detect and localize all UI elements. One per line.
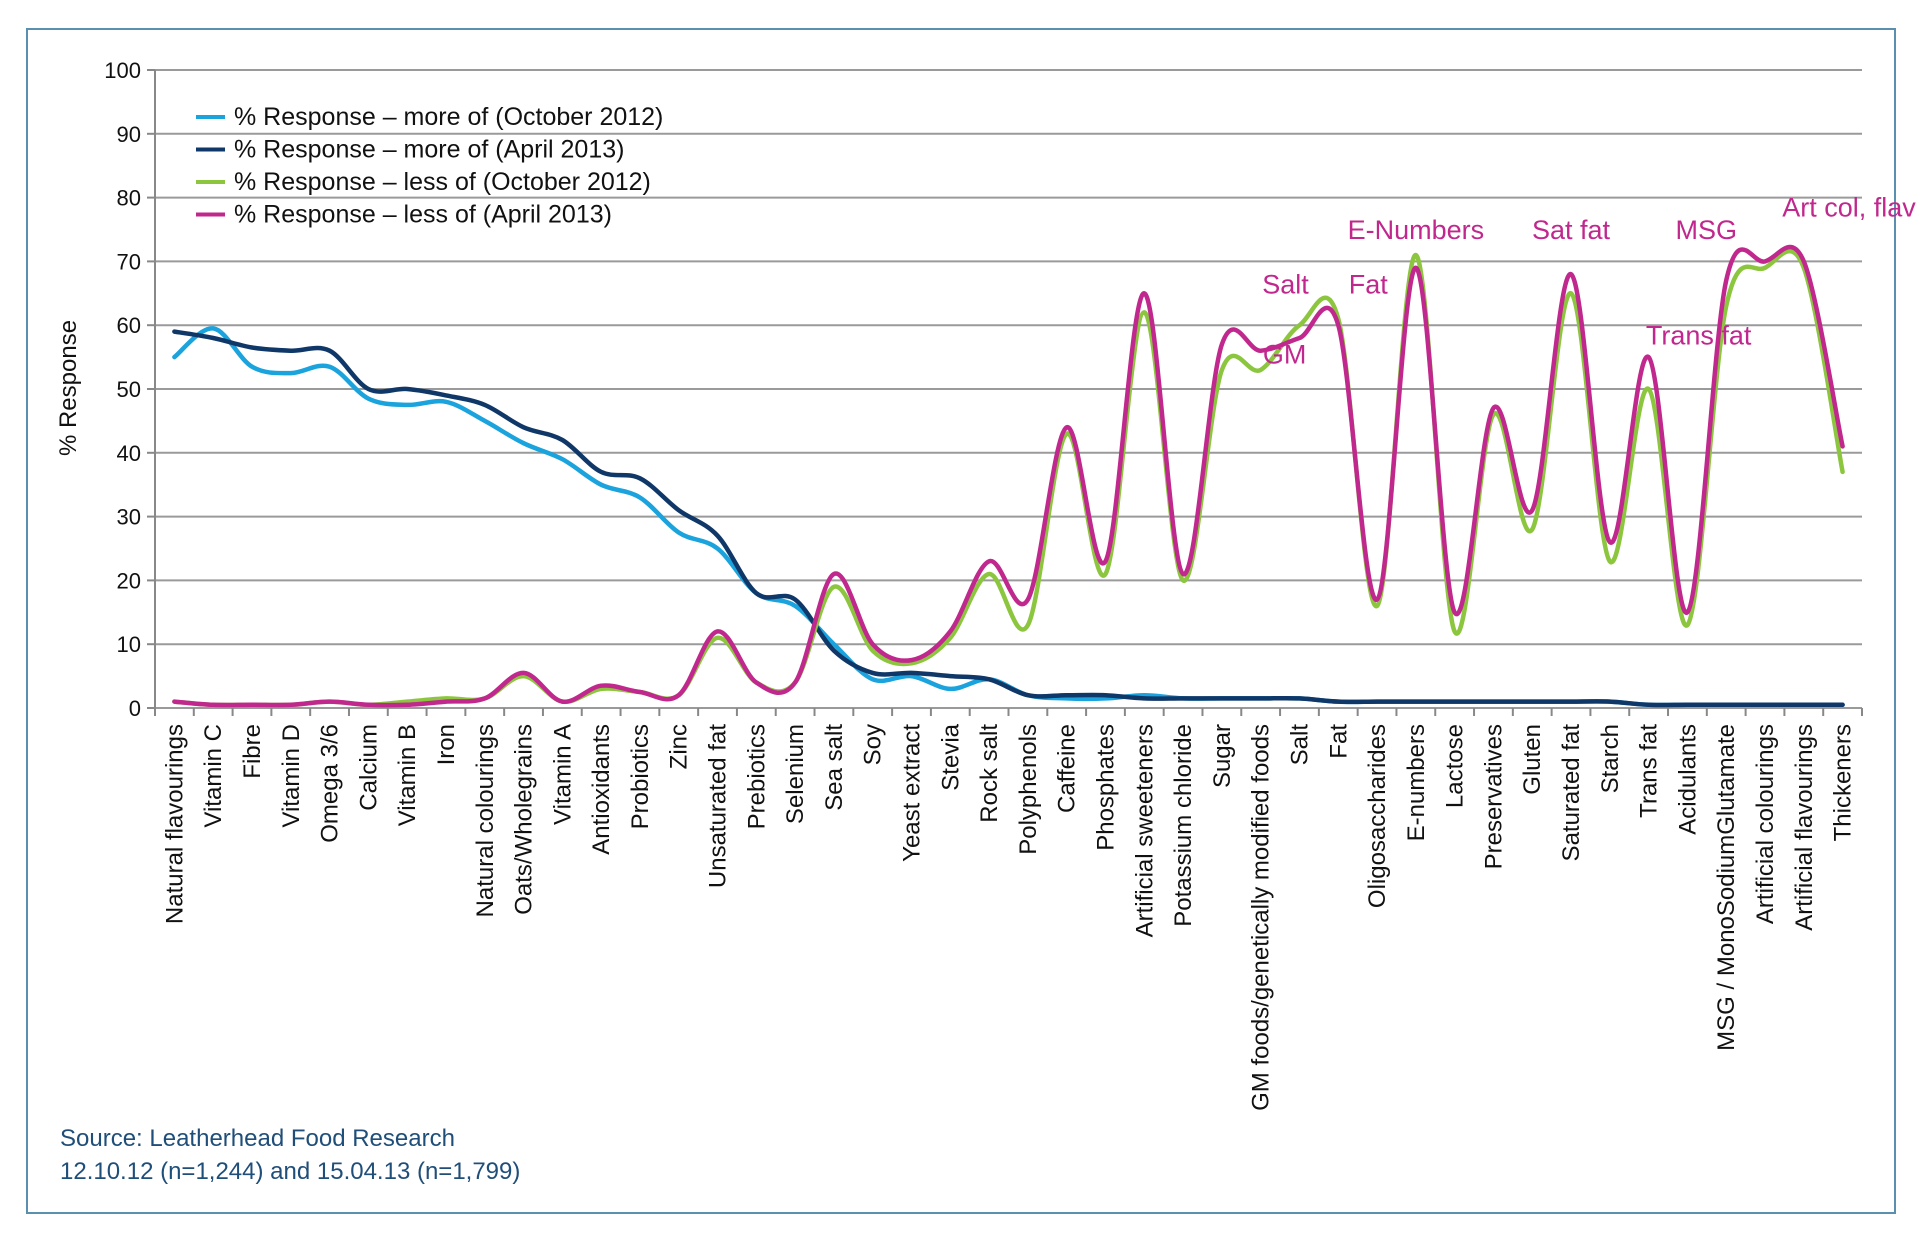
x-tick-label: Soy [860, 724, 887, 765]
x-tick-label: Artificial colourings [1752, 724, 1779, 924]
y-tick-label: 30 [117, 505, 141, 530]
x-tick-label: Oligosaccharides [1364, 724, 1391, 908]
chart-frame [26, 28, 1896, 1214]
x-tick-label: Sea salt [821, 724, 848, 811]
x-tick-label: Polyphenols [1015, 724, 1042, 855]
series-lines [172, 244, 1845, 708]
x-tick-label: Antioxidants [588, 724, 615, 855]
x-tick-label: Trans fat [1636, 724, 1663, 818]
x-tick-label: Iron [433, 724, 460, 765]
y-tick-label: 40 [117, 441, 141, 466]
x-tick-label: Fibre [239, 724, 266, 779]
annotation-label: MSG [1675, 215, 1737, 245]
x-tick-label: GM foods/genetically modified foods [1248, 724, 1275, 1111]
source-line-1: Source: Leatherhead Food Research [60, 1125, 455, 1152]
y-axis-ticks: 0 10 20 30 40 50 60 70 80 90 100 [104, 58, 156, 721]
x-tick-label: Stevia [937, 723, 964, 790]
x-tick-label: Vitamin B [394, 724, 421, 826]
x-tick-label: Oats/Wholegrains [511, 724, 538, 915]
x-tick-label: Salt [1286, 724, 1313, 766]
x-tick-label: Gluten [1519, 724, 1546, 795]
x-tick-label: Acidulants [1674, 724, 1701, 835]
source-note: Source: Leatherhead Food Research 12.10.… [60, 1122, 520, 1188]
gridlines [155, 69, 1862, 709]
y-tick-label: 90 [117, 122, 141, 147]
x-tick-label: Prebiotics [743, 724, 770, 829]
x-tick-label: Unsaturated fat [705, 724, 732, 888]
x-tick-label: Saturated fat [1558, 724, 1585, 862]
x-tick-label: Artificial flavourings [1791, 724, 1818, 931]
legend-label: % Response – more of (April 2013) [234, 136, 624, 164]
series-line-1 [172, 329, 1845, 708]
source-line-2: 12.10.12 (n=1,244) and 15.04.13 (n=1,799… [60, 1158, 521, 1185]
x-tick-label: Calcium [355, 724, 382, 811]
x-tick-label: Caffeine [1054, 724, 1081, 813]
y-tick-label: 80 [117, 186, 141, 211]
annotation-label: Trans fat [1646, 320, 1752, 350]
x-tick-label: Selenium [782, 724, 809, 824]
x-tick-label: Phosphates [1092, 724, 1119, 851]
x-tick-label: Fat [1325, 724, 1352, 759]
annotations: Salt Fat E-Numbers GM Sat fat MSG Art col, fla… [1262, 193, 1916, 370]
legend-label: % Response – more of (October 2012) [234, 103, 663, 131]
series-line-3 [172, 244, 1845, 708]
y-tick-label: 50 [117, 377, 141, 402]
x-tick-label: Vitamin D [278, 724, 305, 828]
y-tick-label: 10 [117, 632, 141, 657]
x-tick-label: Natural colourings [472, 724, 499, 917]
x-axis: Natural flavourings Vitamin C Fibre Vitamin… [154, 708, 1863, 1111]
series-line-2 [172, 249, 1845, 708]
y-tick-label: 0 [129, 696, 141, 721]
x-tick-label: Vitamin A [549, 724, 576, 825]
y-tick-label: 70 [117, 249, 141, 274]
x-tick-label: Sugar [1209, 724, 1236, 788]
x-tick-label: Yeast extract [899, 724, 926, 862]
y-tick-label: 60 [117, 313, 141, 338]
x-tick-label: Zinc [666, 724, 693, 769]
x-tick-label: Preservatives [1480, 724, 1507, 869]
legend-label: % Response – less of (October 2012) [234, 168, 651, 196]
annotation-label: GM [1263, 339, 1307, 369]
x-tick-label: Lactose [1442, 724, 1469, 808]
x-tick-label: E-numbers [1403, 724, 1430, 841]
x-tick-label: Natural flavourings [161, 724, 188, 924]
legend-label: % Response – less of (April 2013) [234, 201, 612, 229]
annotation-label: Salt [1262, 269, 1309, 299]
x-tick-label: MSG / MonoSodiumGlutamate [1713, 724, 1740, 1051]
x-tick-label: Potassium chloride [1170, 724, 1197, 927]
x-tick-label: Omega 3/6 [317, 724, 344, 843]
x-tick-label: Thickeners [1830, 724, 1857, 841]
annotation-label: Sat fat [1532, 215, 1611, 245]
x-tick-label: Rock salt [976, 724, 1003, 823]
legend: % Response – more of (October 2012) % Res… [196, 103, 663, 229]
y-tick-label: 100 [104, 58, 141, 83]
annotation-label: Art col, flav [1782, 193, 1916, 223]
y-axis-label: % Response [55, 320, 82, 456]
x-tick-label: Vitamin C [200, 724, 227, 828]
annotation-label: E-Numbers [1348, 215, 1485, 245]
x-tick-label: Starch [1597, 724, 1624, 793]
y-tick-label: 20 [117, 568, 141, 593]
x-tick-label: Artificial sweeteners [1131, 724, 1158, 937]
x-tick-label: Probiotics [627, 724, 654, 829]
annotation-label: Fat [1349, 269, 1389, 299]
